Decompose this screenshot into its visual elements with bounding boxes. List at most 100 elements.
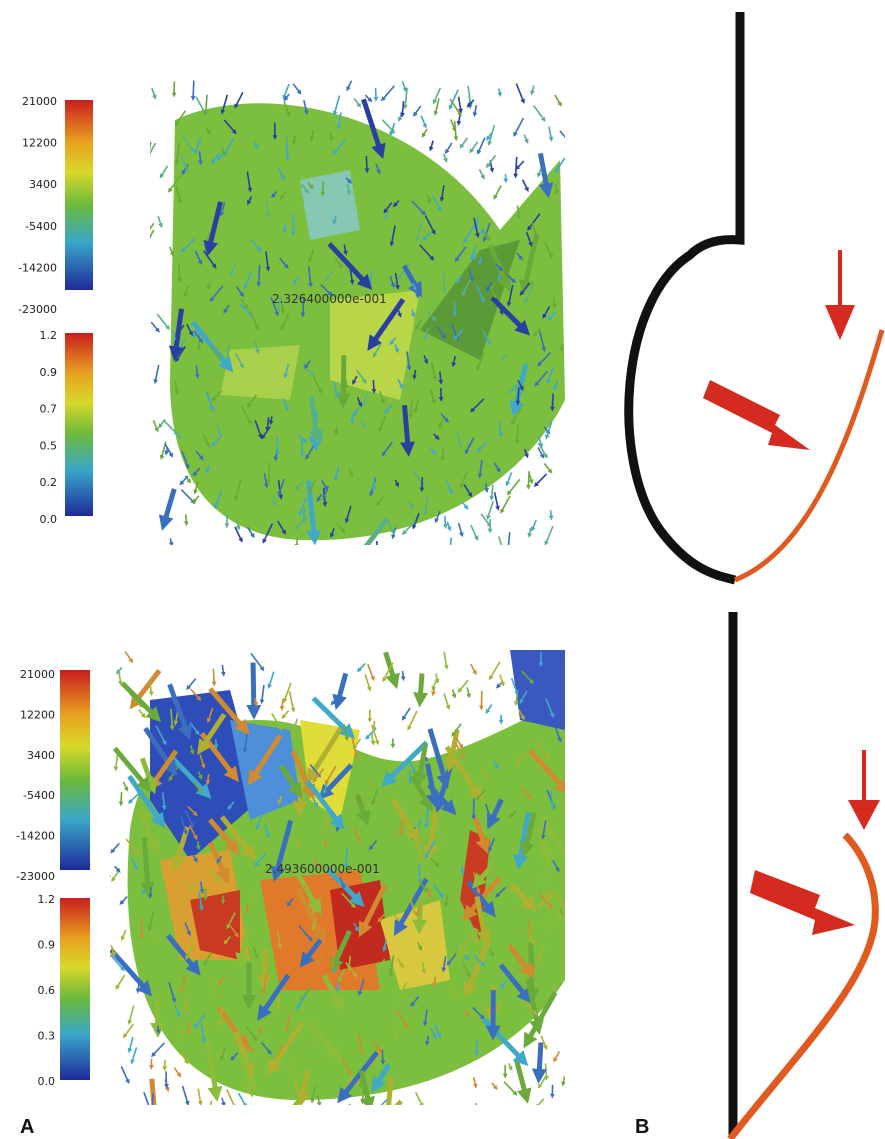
vector-arrow [224,513,230,529]
vector-arrow [174,110,187,127]
vector-arrow [391,797,420,844]
vector-arrow [352,375,358,385]
vector-arrow [532,326,542,337]
vector-arrow [217,1006,223,1028]
vector-arrow [500,980,507,990]
vector-arrow [444,745,483,802]
vector-arrow [457,679,469,693]
vector-arrow [464,1008,470,1018]
vector-arrow [424,808,429,829]
mesh-patch [420,240,520,360]
vector-arrow [309,764,322,778]
ratio-colorbar [60,898,90,1080]
vector-arrow [545,698,555,719]
vector-arrow [422,231,431,242]
vector-arrow [519,282,530,296]
vector-arrow [356,369,367,384]
vector-arrow [180,337,187,349]
vector-arrow [459,137,468,149]
vector-arrow [130,1047,138,1065]
vector-arrow [527,527,533,538]
vector-arrow [525,231,533,247]
vector-arrow [513,117,525,138]
vector-arrow [495,681,503,689]
vector-arrow [432,883,444,899]
vector-arrow [194,250,203,266]
vector-arrow [410,996,420,1007]
vector-arrow [205,465,210,474]
vector-arrow [240,1054,257,1098]
vector-arrow [518,233,539,296]
vector-arrow [246,662,262,720]
vector-arrow [252,946,259,959]
vector-arrow [371,720,377,732]
vector-arrow [389,276,396,289]
vector-arrow [275,294,282,313]
vector-arrow [493,185,502,200]
vector-arrow [507,532,511,545]
vector-arrow [371,788,379,806]
vector-arrow [459,471,468,489]
vector-arrow [485,281,493,292]
vector-arrow [449,537,453,545]
vector-arrow [537,442,548,459]
vector-arrow [127,1036,134,1054]
vector-arrow [293,1078,299,1091]
vector-arrow [309,129,315,142]
stress-colorbar [60,670,90,870]
vector-arrow [153,936,161,944]
vector-arrow [310,1085,316,1104]
vector-arrow [490,287,497,299]
vector-arrow [430,389,436,405]
vector-arrow [174,143,180,166]
vector-arrow [506,284,514,307]
vector-arrow [424,840,436,859]
vector-arrow [117,669,123,687]
vector-arrow [180,815,188,836]
vector-arrow [245,1025,258,1042]
scale-label: 1.2 [40,329,58,342]
vector-arrow [279,698,285,711]
vector-arrow [422,1009,428,1027]
vector-arrow [408,400,414,420]
vector-arrow [367,298,406,351]
vector-arrow [513,1058,532,1104]
vector-arrow [426,310,438,322]
wall [624,12,745,585]
vector-arrow [122,1023,135,1039]
vector-arrow [189,744,195,755]
vector-arrow [434,1023,442,1039]
vector-arrow [179,153,190,174]
vector-arrow [140,837,156,898]
vector-arrow [206,281,212,291]
vector-arrow [305,445,315,460]
vector-arrow [198,892,204,912]
vector-arrow [330,697,338,706]
vector-arrow [394,344,399,354]
vector-arrow [234,480,242,501]
vector-arrow [412,105,422,117]
vector-arrow [320,181,326,197]
vector-arrow [234,91,244,109]
vector-arrow [537,168,542,178]
vector-arrow [120,681,162,723]
vector-arrow [151,1042,165,1058]
vector-arrow [375,496,385,507]
vector-arrow [303,360,311,370]
vector-arrow [175,184,182,204]
vector-arrow [454,736,464,750]
vector-arrow [219,1046,226,1061]
vector-arrow [417,879,429,893]
vector-arrow [516,252,523,261]
vector-arrow [169,708,175,731]
vector-arrow [480,513,492,528]
vector-arrow [357,978,365,997]
vector-arrow [364,674,372,692]
vector-arrow [545,421,553,440]
arrow [848,750,880,830]
vector-arrow [203,952,213,966]
vector-arrow [357,1033,365,1055]
vector-arrow [463,484,473,498]
vector-arrow [537,152,554,199]
vector-arrow [181,1085,190,1105]
